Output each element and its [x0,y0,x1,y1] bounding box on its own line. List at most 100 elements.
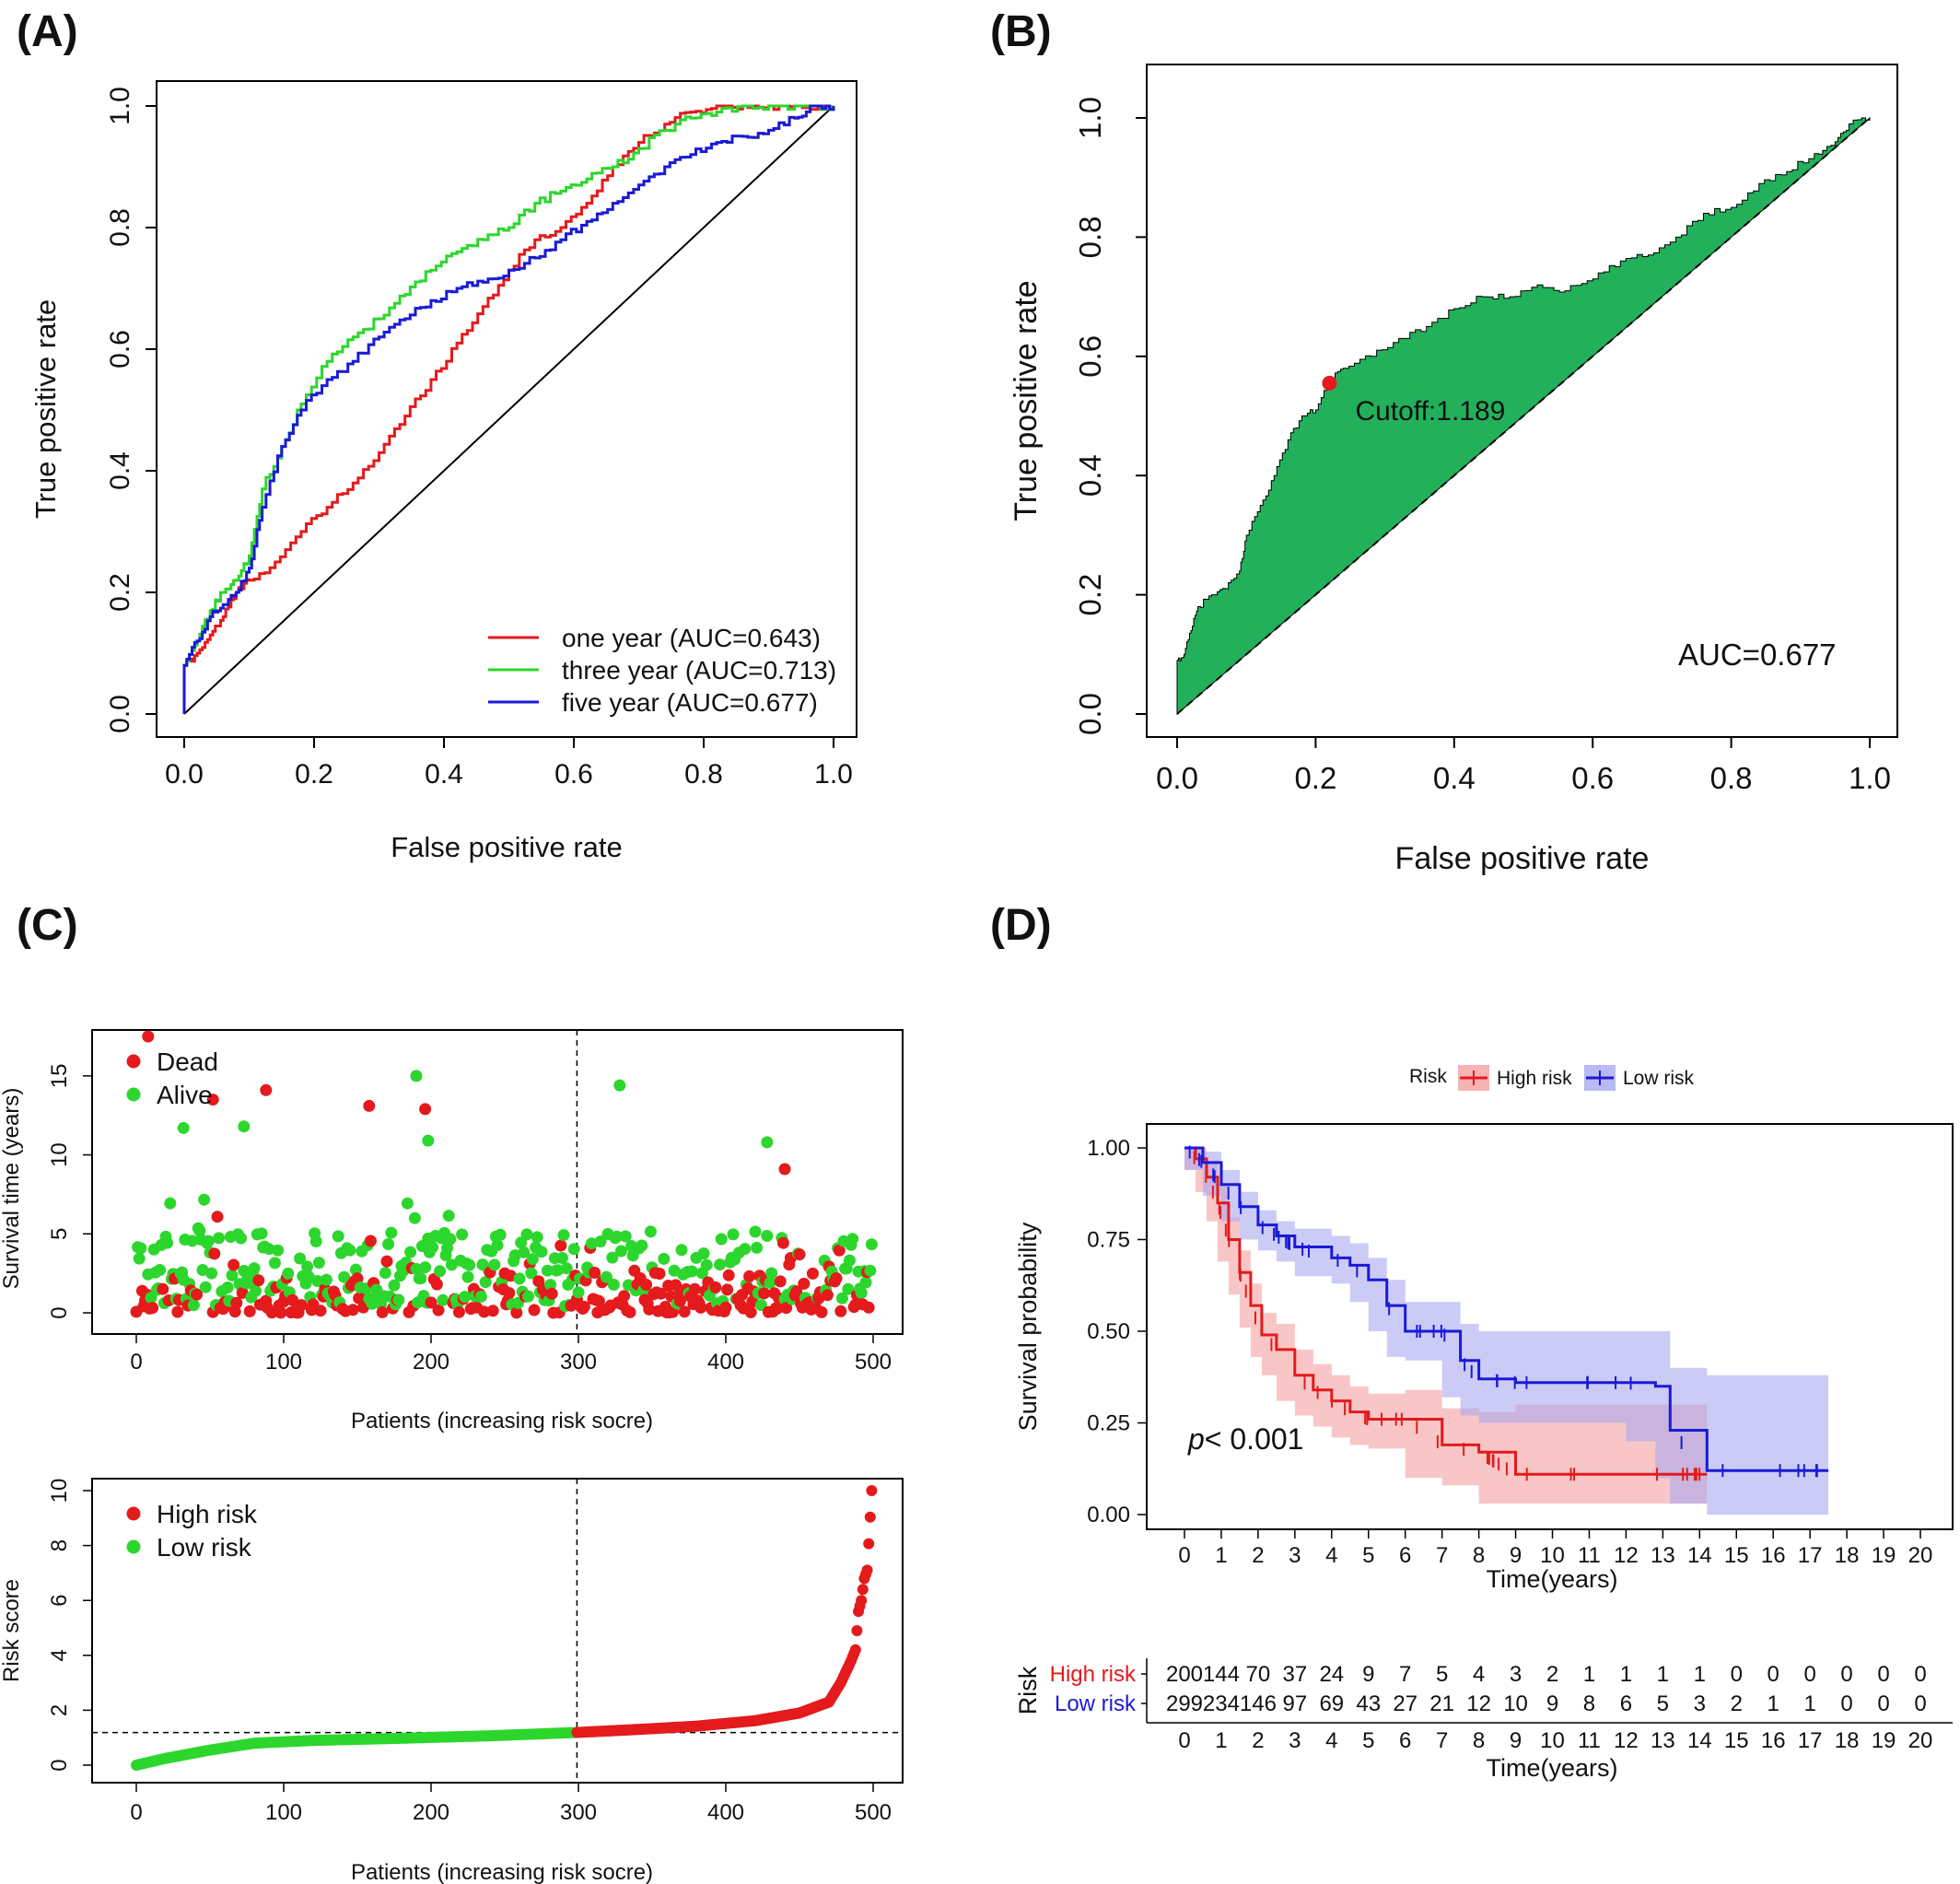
point-alive [685,1265,698,1278]
point-dead [589,1267,601,1279]
point-alive [309,1235,322,1247]
survival-curve-0 [1184,1146,1708,1476]
x-tick-label: 5 [1362,1543,1374,1568]
y-tick-label: 0.2 [105,573,135,612]
risk-x-tick-label: 12 [1614,1728,1639,1753]
panel-label-d: (D) [990,901,1052,950]
risk-count: 2 [1546,1662,1558,1687]
point-dead [314,1305,327,1317]
legend-label-1: Alive [157,1081,213,1109]
x-tick-label: 14 [1687,1543,1712,1568]
point-alive [488,1258,501,1271]
point-dead [678,1305,691,1318]
point-alive [410,1262,423,1275]
point-dead [346,1304,359,1316]
point-dead [722,1269,735,1281]
point-dead [528,1304,541,1316]
point-alive [186,1235,199,1247]
point-dead [830,1272,843,1284]
series-line-1 [182,104,835,714]
y-tick-label: 0.6 [1073,335,1107,378]
risk-count: 299 [1166,1691,1203,1716]
cutoff-label: Cutoff:1.189 [1355,396,1505,427]
x-tick-label: 0.0 [1156,761,1198,795]
point-alive [700,1258,713,1271]
point-dead [295,1299,308,1312]
risk-count: 0 [1914,1691,1926,1716]
point-dead [806,1267,819,1280]
point-dead [778,1163,791,1176]
legend-label-1: Low risk [1623,1068,1695,1089]
risk-point [849,1644,861,1656]
x-tick-label: 3 [1289,1543,1301,1568]
point-alive [312,1257,325,1270]
point-dead [545,1287,558,1300]
diagonal-reference-line [183,105,834,715]
point-dead [743,1270,756,1282]
y-tick-label: 0 [47,1306,72,1318]
point-alive [338,1270,351,1283]
point-alive [134,1242,147,1255]
point-alive [242,1277,255,1290]
risk-count: 1 [1657,1662,1669,1687]
point-alive [520,1228,533,1241]
point-alive [434,1265,447,1278]
point-dead [719,1301,732,1314]
risk-x-tick-label: 16 [1761,1728,1786,1753]
risk-row-label-0: High risk [1050,1662,1137,1687]
risk-x-tick-label: 14 [1687,1728,1712,1753]
point-dead [503,1287,516,1299]
x-tick-label: 6 [1399,1543,1411,1568]
point-alive [187,1299,200,1312]
p-value: p< 0.001 [1187,1422,1303,1456]
point-dead [211,1211,224,1223]
legend-label-0: High risk [1497,1068,1572,1089]
point-dead [721,1283,734,1296]
point-alive [607,1279,620,1291]
risk-table-title: Risk [1014,1666,1042,1714]
point-alive [494,1228,507,1241]
y-tick-label: 8 [47,1539,72,1551]
cutoff-point [1322,375,1337,391]
point-dead [771,1302,784,1315]
point-alive [205,1267,218,1280]
risk-count: 0 [1877,1662,1889,1687]
risk-count: 70 [1246,1662,1271,1687]
x-tick-label: 18 [1835,1543,1860,1568]
point-dead [624,1305,636,1318]
point-dead [142,1030,155,1043]
x-tick-label: 0 [1178,1543,1190,1568]
risk-count: 0 [1803,1662,1815,1687]
point-alive [544,1279,557,1292]
point-alive [606,1251,619,1264]
x-tick-label: 0.8 [1710,761,1753,795]
x-tick-label: 4 [1325,1543,1337,1568]
survival-time-scatter: 0 100 200 300 400 500 0 5 10 15 Patients (increasi… [0,1029,904,1433]
point-dead [688,1282,701,1295]
risk-score-scatter: 0 100 200 300 400 500 0 2 4 6 8 10 Patients (increas… [0,1478,904,1884]
plot-frame [91,1478,904,1784]
y-axis-title: Risk score [0,1579,24,1682]
y-tick-label: 1.00 [1087,1136,1130,1161]
point-alive [426,1241,439,1254]
point-alive [382,1238,395,1250]
roc-time-chart: 0.0 0.2 0.4 0.6 0.8 1.0 0.0 0.2 0.4 0.6 0.8 1.0 Fals… [29,80,858,863]
point-alive [463,1258,476,1271]
point-alive [491,1239,504,1252]
risk-point [851,1625,863,1636]
risk-x-tick-label: 7 [1436,1728,1448,1753]
risk-count: 5 [1657,1691,1669,1716]
point-alive [749,1225,762,1238]
point-dead [228,1258,240,1271]
point-alive [461,1270,474,1283]
risk-point [857,1584,869,1596]
x-tick-label: 7 [1436,1543,1448,1568]
point-alive [459,1291,472,1304]
panel-label-b: (B) [990,7,1052,56]
risk-count: 144 [1203,1662,1240,1687]
point-dead [673,1294,686,1307]
y-tick-label: 1.0 [1073,97,1107,139]
point-dead [157,1282,169,1295]
risk-count: 9 [1362,1662,1374,1687]
risk-count: 3 [1694,1691,1706,1716]
